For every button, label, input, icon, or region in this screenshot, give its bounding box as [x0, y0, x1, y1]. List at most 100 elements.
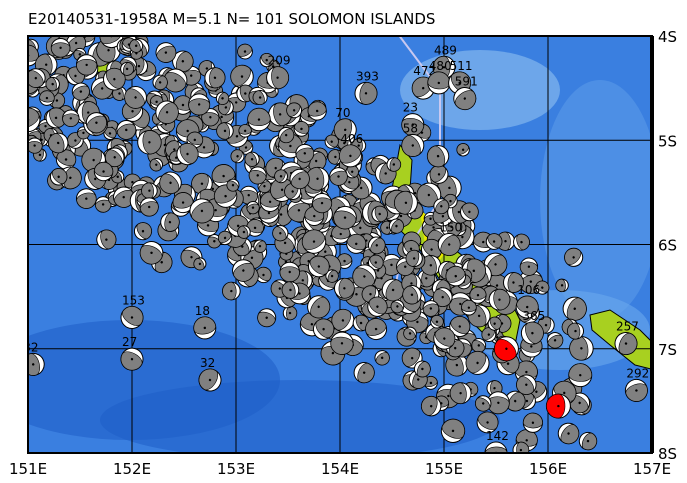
focal-mechanism[interactable]	[94, 228, 118, 252]
focal-mechanism[interactable]	[247, 107, 271, 132]
focal-mechanism[interactable]	[102, 144, 128, 170]
focal-mechanism[interactable]	[235, 42, 255, 62]
focal-mechanism[interactable]	[486, 315, 504, 333]
focal-mechanism[interactable]	[245, 218, 266, 239]
focal-mechanism[interactable]	[336, 141, 366, 171]
focal-mechanism[interactable]	[457, 199, 482, 224]
focal-mechanism[interactable]	[486, 391, 511, 415]
focal-mechanism[interactable]	[611, 329, 640, 358]
focal-mechanism[interactable]	[576, 429, 599, 452]
focal-mechanism[interactable]	[294, 142, 317, 165]
focal-mechanism[interactable]	[479, 325, 499, 345]
focal-mechanism[interactable]	[446, 313, 474, 341]
focal-mechanism[interactable]	[94, 196, 112, 214]
focal-mechanism[interactable]	[472, 393, 494, 415]
focal-mechanism[interactable]	[304, 252, 333, 281]
focal-mechanism[interactable]	[57, 164, 84, 191]
focal-mechanism[interactable]	[469, 336, 488, 355]
focal-mechanism[interactable]	[153, 39, 179, 65]
focal-mechanism[interactable]	[120, 82, 151, 113]
focal-mechanism[interactable]	[265, 65, 290, 90]
focal-mechanism[interactable]	[150, 72, 170, 92]
target-event-mechanism[interactable]	[489, 332, 523, 366]
focal-mechanism[interactable]	[555, 278, 569, 293]
focal-mechanism[interactable]	[257, 51, 276, 70]
focal-mechanism[interactable]	[27, 137, 43, 154]
focal-mechanism[interactable]	[136, 238, 166, 268]
focal-mechanism[interactable]	[214, 90, 231, 107]
focal-mechanism[interactable]	[512, 441, 530, 459]
focal-mechanism[interactable]	[43, 105, 70, 132]
focal-mechanism[interactable]	[117, 302, 148, 333]
focal-mechanism[interactable]	[522, 412, 544, 433]
focal-mechanism[interactable]	[47, 165, 70, 188]
focal-mechanism[interactable]	[247, 165, 268, 186]
focal-mechanism[interactable]	[513, 293, 541, 321]
focal-mechanism[interactable]	[275, 124, 296, 145]
focal-mechanism[interactable]	[513, 371, 540, 398]
focal-mechanism[interactable]	[83, 109, 110, 136]
focal-mechanism[interactable]	[185, 130, 205, 150]
focal-mechanism[interactable]	[286, 165, 313, 192]
focal-mechanism[interactable]	[197, 58, 217, 78]
focal-mechanism[interactable]	[225, 177, 242, 194]
focal-mechanism[interactable]	[389, 298, 407, 316]
focal-mechanism[interactable]	[622, 376, 650, 404]
focal-mechanism[interactable]	[561, 245, 587, 271]
focal-mechanism[interactable]	[387, 216, 407, 236]
focal-mechanism[interactable]	[488, 288, 511, 311]
focal-mechanism[interactable]	[272, 168, 289, 185]
focal-mechanism[interactable]	[226, 61, 258, 93]
focal-mechanism[interactable]	[533, 279, 551, 297]
focal-mechanism[interactable]	[188, 93, 211, 116]
focal-mechanism[interactable]	[23, 65, 49, 91]
focal-mechanism[interactable]	[279, 261, 301, 283]
focal-mechanism[interactable]	[363, 316, 390, 343]
focal-mechanism[interactable]	[192, 256, 209, 273]
focal-mechanism[interactable]	[228, 147, 246, 165]
focal-mechanism[interactable]	[502, 271, 524, 293]
focal-mechanism[interactable]	[256, 177, 274, 195]
focal-mechanism[interactable]	[568, 363, 593, 388]
focal-mechanism[interactable]	[151, 96, 183, 128]
focal-mechanism[interactable]	[53, 147, 79, 173]
focal-mechanism[interactable]	[69, 80, 92, 103]
focal-mechanism[interactable]	[210, 163, 237, 190]
focal-mechanism[interactable]	[309, 315, 338, 344]
focal-mechanism[interactable]	[251, 237, 268, 254]
focal-mechanism[interactable]	[351, 359, 378, 386]
focal-mechanism[interactable]	[351, 313, 372, 334]
focal-mechanism[interactable]	[438, 415, 469, 446]
focal-mechanism[interactable]	[93, 161, 115, 183]
focal-mechanism[interactable]	[205, 232, 223, 250]
focal-mechanism[interactable]	[483, 230, 505, 252]
focal-mechanism[interactable]	[46, 131, 71, 156]
focal-mechanism[interactable]	[419, 394, 444, 419]
focal-mechanism[interactable]	[255, 306, 278, 329]
focal-mechanism[interactable]	[412, 358, 433, 379]
focal-mechanism[interactable]	[327, 149, 344, 165]
focal-mechanism[interactable]	[364, 293, 391, 320]
focal-mechanism[interactable]	[172, 191, 195, 214]
focal-mechanism[interactable]	[370, 204, 389, 223]
focal-mechanism[interactable]	[284, 100, 305, 121]
focal-mechanism[interactable]	[141, 182, 158, 199]
focal-mechanism[interactable]	[332, 116, 359, 143]
focal-mechanism[interactable]	[62, 109, 80, 128]
focal-mechanism[interactable]	[404, 249, 423, 268]
target-event-mechanism[interactable]	[545, 393, 571, 419]
focal-mechanism[interactable]	[421, 299, 440, 318]
focal-mechanism[interactable]	[401, 325, 419, 343]
focal-mechanism[interactable]	[554, 419, 583, 448]
focal-mechanism[interactable]	[245, 200, 260, 215]
focal-mechanism[interactable]	[128, 37, 145, 54]
focal-mechanism[interactable]	[328, 305, 359, 336]
focal-mechanism[interactable]	[185, 194, 219, 228]
focal-mechanism[interactable]	[426, 162, 451, 187]
focal-mechanism[interactable]	[292, 119, 311, 138]
focal-mechanism[interactable]	[400, 112, 426, 138]
focal-mechanism[interactable]	[429, 284, 456, 311]
focal-mechanism[interactable]	[119, 61, 135, 77]
focal-mechanism[interactable]	[431, 196, 452, 217]
focal-mechanism[interactable]	[74, 187, 98, 211]
